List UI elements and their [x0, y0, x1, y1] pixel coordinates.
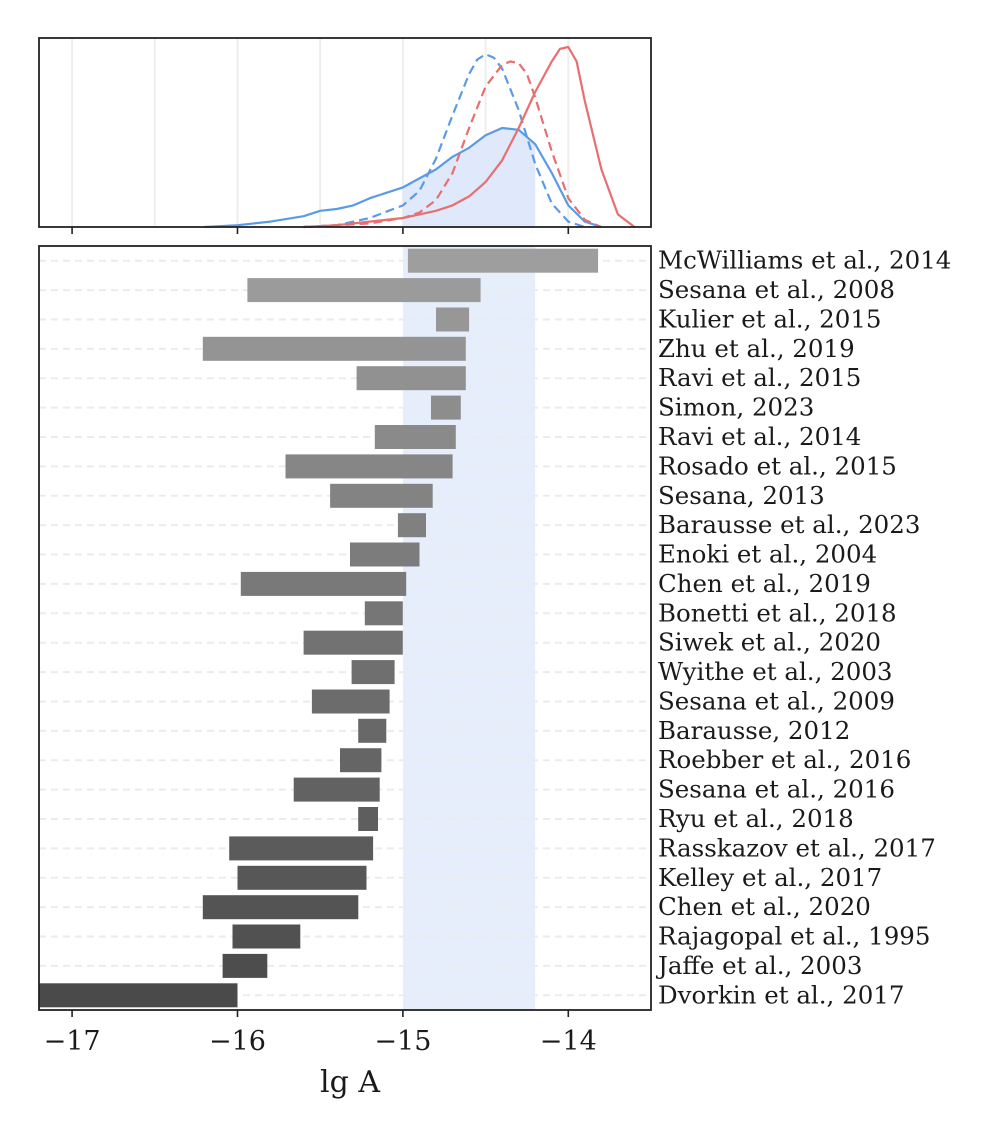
study-label: Sesana, 2013 — [658, 481, 825, 510]
range-bar — [232, 924, 301, 949]
study-label: Sesana et al., 2016 — [658, 775, 895, 804]
range-bar — [358, 807, 378, 831]
study-label: Kulier et al., 2015 — [658, 305, 882, 334]
range-bar — [240, 571, 407, 596]
range-bar — [364, 601, 403, 626]
study-label: Rajagopal et al., 1995 — [658, 922, 930, 951]
density-curve-red-dashed — [303, 60, 602, 229]
range-bar — [202, 895, 359, 920]
study-label: Rosado et al., 2015 — [658, 451, 897, 480]
density-shaded-area — [402, 128, 536, 227]
range-x-ticks: −17 −16 −15 −14 — [44, 1010, 597, 1057]
study-label: Barausse et al., 2023 — [658, 510, 920, 539]
range-bar — [350, 542, 420, 567]
density-curve-red-solid — [303, 45, 636, 229]
range-bar — [374, 425, 456, 449]
study-label: Ryu et al., 2018 — [658, 804, 854, 833]
study-label: Chen et al., 2019 — [658, 569, 871, 598]
range-bar — [397, 513, 426, 538]
study-label: Wyithe et al., 2003 — [658, 657, 893, 686]
density-curves — [204, 45, 636, 229]
range-bar — [202, 336, 466, 361]
range-bars — [39, 248, 599, 1008]
range-bar — [39, 983, 238, 1008]
study-label: Zhu et al., 2019 — [658, 334, 855, 363]
range-bar — [431, 395, 461, 420]
density-curve-blue-dashed — [303, 53, 586, 229]
range-bar — [330, 483, 433, 508]
x-tick-label: −15 — [374, 1026, 431, 1057]
study-label: Chen et al., 2020 — [658, 892, 871, 921]
range-bar — [340, 748, 382, 773]
study-label: Siwek et al., 2020 — [658, 628, 881, 657]
range-bar — [358, 718, 387, 743]
density-x-ticks — [71, 227, 570, 234]
range-bar — [351, 660, 395, 685]
range-bar — [311, 689, 390, 714]
study-label: Jaffe et al., 2003 — [655, 951, 862, 980]
range-bar — [247, 278, 481, 303]
range-bar — [436, 307, 470, 332]
range-bar — [356, 366, 466, 391]
study-label: Barausse, 2012 — [658, 716, 850, 745]
range-bar — [222, 953, 268, 978]
study-label: Kelley et al., 2017 — [658, 863, 882, 892]
range-bar — [229, 836, 374, 861]
density-gridlines — [71, 38, 570, 227]
study-label: Sesana et al., 2009 — [658, 687, 895, 716]
range-panel-frame — [38, 245, 652, 1011]
x-tick-label: −14 — [540, 1026, 597, 1057]
study-label: Simon, 2023 — [658, 393, 814, 422]
study-label: Bonetti et al., 2018 — [658, 598, 897, 627]
range-bar — [303, 630, 403, 655]
range-bar — [285, 454, 453, 479]
study-label: Sesana et al., 2008 — [658, 275, 895, 304]
x-tick-label: −16 — [209, 1026, 266, 1057]
study-label: Ravi et al., 2014 — [658, 422, 861, 451]
study-label: Dvorkin et al., 2017 — [658, 980, 904, 1009]
x-tick-label: −17 — [44, 1026, 101, 1057]
study-label: McWilliams et al., 2014 — [658, 246, 951, 275]
density-panel — [38, 37, 652, 234]
x-axis-label: lg A — [320, 1065, 380, 1100]
range-bar — [237, 865, 367, 890]
range-bar — [407, 248, 599, 273]
range-bar — [293, 777, 380, 802]
density-panel-frame — [38, 37, 652, 228]
study-label: Enoki et al., 2004 — [658, 540, 877, 569]
study-label: Rasskazov et al., 2017 — [658, 833, 936, 862]
study-label: Roebber et al., 2016 — [658, 745, 911, 774]
range-panel: −17 −16 −15 −14 McWilliams et al., 2014Sesa… — [38, 245, 951, 1100]
study-label: Ravi et al., 2015 — [658, 363, 861, 392]
